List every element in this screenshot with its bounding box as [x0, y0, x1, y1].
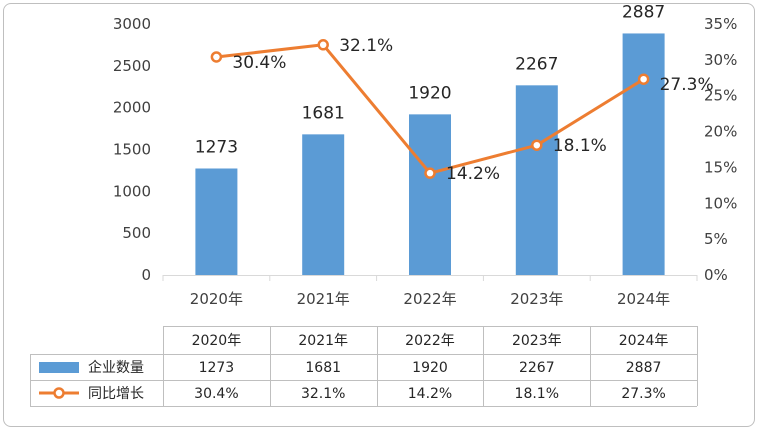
growth-point [531, 139, 543, 151]
growth-value-label: 30.4% [232, 53, 286, 73]
legend-line-label: 同比增长 [88, 386, 144, 402]
y-left-tick-label: 1500 [113, 141, 151, 159]
table-header-cell: 2021年 [298, 333, 348, 349]
x-tick-label: 2020年 [190, 290, 243, 308]
bar [622, 33, 665, 276]
y-right-tick-label: 5% [704, 230, 728, 248]
table-value-cell: 27.3% [621, 386, 665, 402]
x-tick-label: 2024年 [617, 290, 670, 308]
table-value-cell: 1920 [412, 360, 448, 376]
table-value-cell: 18.1% [515, 386, 559, 402]
y-left-tick-label: 500 [122, 224, 151, 242]
growth-value-label: 32.1% [339, 36, 393, 56]
legend-line-marker [53, 387, 65, 399]
table-header-cell: 2020年 [192, 333, 242, 349]
growth-value-label: 27.3% [660, 75, 714, 95]
growth-point [210, 51, 223, 63]
growth-value-label: 14.2% [446, 164, 500, 184]
y-left-tick-label: 0 [141, 266, 151, 284]
bar-value-label: 1681 [302, 103, 345, 123]
table-value-cell: 14.2% [408, 386, 452, 402]
bar-value-label: 1920 [408, 83, 451, 103]
bar [302, 134, 345, 275]
y-right-tick-label: 15% [704, 158, 737, 176]
bar-value-label: 2267 [515, 54, 558, 74]
bar [515, 85, 558, 275]
bar-value-label: 1273 [195, 137, 238, 157]
x-tick-label: 2021年 [297, 290, 350, 308]
y-right-tick-label: 30% [704, 51, 737, 69]
y-left-tick-label: 2500 [113, 57, 151, 75]
table-value-cell: 1681 [305, 360, 341, 376]
table-value-cell: 32.1% [301, 386, 345, 402]
y-right-tick-label: 10% [704, 194, 737, 212]
y-left-tick-label: 2000 [113, 99, 151, 117]
table-header-cell: 2023年 [512, 333, 562, 349]
growth-point [317, 39, 329, 51]
y-right-tick-label: 25% [704, 87, 737, 105]
x-tick-label: 2022年 [403, 290, 456, 308]
legend-bar-swatch [39, 362, 79, 373]
y-left-tick-label: 3000 [113, 15, 151, 33]
y-right-tick-label: 35% [704, 15, 737, 33]
x-tick-label: 2023年 [510, 290, 563, 308]
bar-value-label: 2887 [622, 2, 665, 22]
table-header-cell: 2024年 [619, 333, 669, 349]
bar [409, 114, 451, 275]
bar [195, 168, 238, 275]
growth-point [637, 73, 650, 85]
table-header-cell: 2022年 [405, 333, 455, 349]
y-right-tick-label: 20% [704, 123, 737, 141]
growth-point [424, 167, 436, 179]
table-value-cell: 1273 [199, 360, 235, 376]
y-right-tick-label: 0% [704, 266, 728, 284]
table-value-cell: 2887 [626, 360, 662, 376]
legend-bar-label: 企业数量 [88, 359, 144, 376]
y-left-tick-label: 1000 [113, 182, 151, 200]
growth-value-label: 18.1% [553, 136, 607, 156]
table-value-cell: 30.4% [194, 386, 238, 402]
table-value-cell: 2267 [519, 360, 555, 376]
